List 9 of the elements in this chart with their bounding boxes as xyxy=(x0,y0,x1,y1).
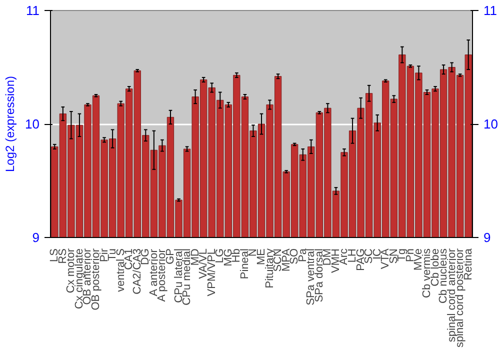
x-tick-label: Tg xyxy=(396,248,408,262)
y-axis-title: Log2 (expression) xyxy=(3,76,18,172)
y2-tick-label: 9 xyxy=(484,230,491,245)
y-tick-label: 10 xyxy=(25,116,40,132)
y-tick-label: 11 xyxy=(26,3,40,18)
y2-tick-label: 11 xyxy=(484,3,497,18)
y2-tick-label: 10 xyxy=(484,116,498,132)
x-tick-label: A posterior xyxy=(156,248,168,302)
y-tick-label: 9 xyxy=(32,230,40,245)
